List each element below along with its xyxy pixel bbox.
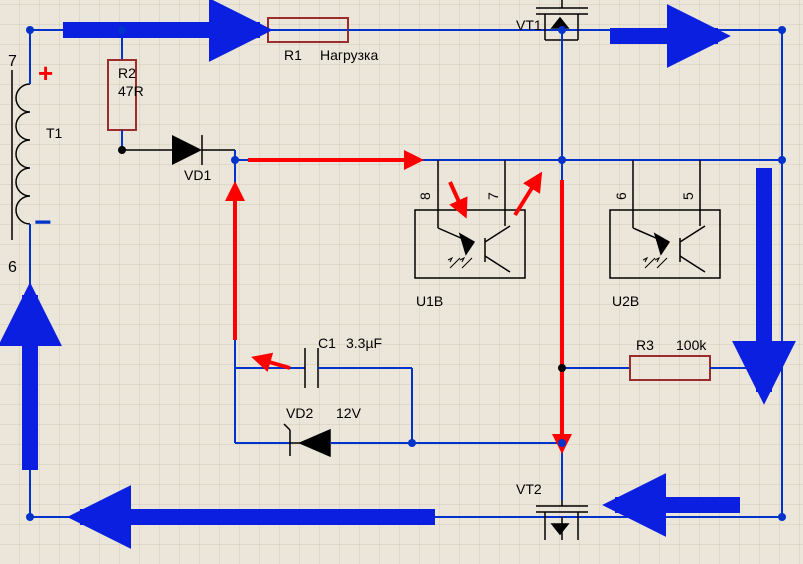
pin8: 8 bbox=[417, 192, 433, 200]
r1-val: Нагрузка bbox=[320, 47, 378, 63]
pin6: 6 bbox=[613, 192, 629, 200]
u1b-label: U1B bbox=[416, 293, 443, 309]
vt2 bbox=[536, 500, 588, 540]
vd1-label: VD1 bbox=[184, 167, 211, 183]
vd2-label: VD2 bbox=[286, 405, 313, 421]
seg7: 7 bbox=[8, 53, 17, 70]
u2b-label: U2B bbox=[612, 293, 639, 309]
minus: − bbox=[34, 206, 52, 239]
t1-label: T1 bbox=[46, 125, 63, 141]
u1b bbox=[415, 160, 525, 278]
r3-val: 100k bbox=[676, 337, 707, 353]
vt1-label: VT1 bbox=[516, 17, 542, 33]
vt2-label: VT2 bbox=[516, 481, 542, 497]
signal-arrows-red bbox=[235, 160, 562, 450]
pin7: 7 bbox=[485, 192, 501, 200]
c1 bbox=[235, 160, 412, 388]
c1-label: C1 bbox=[318, 335, 336, 351]
pin5: 5 bbox=[680, 192, 696, 200]
r1-label: R1 bbox=[284, 47, 302, 63]
junction-nodes bbox=[26, 26, 786, 521]
r2-label: R2 bbox=[118, 65, 136, 81]
vd2 bbox=[235, 368, 562, 456]
c1-val: 3.3µF bbox=[346, 335, 382, 351]
seg6: 6 bbox=[8, 259, 17, 276]
vd2-val: 12V bbox=[336, 405, 362, 421]
r2-val: 47R bbox=[118, 83, 144, 99]
r3-label: R3 bbox=[636, 337, 654, 353]
plus: + bbox=[38, 58, 53, 88]
u2b bbox=[610, 160, 720, 278]
r3 bbox=[562, 356, 782, 380]
